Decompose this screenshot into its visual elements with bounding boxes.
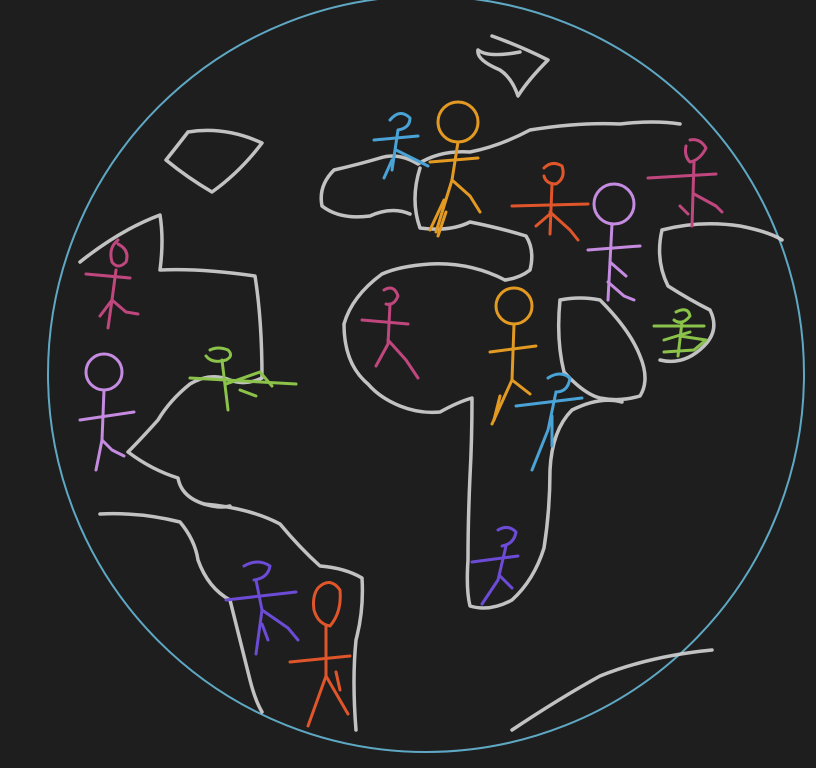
globe-outline xyxy=(47,0,805,753)
continent-central-america xyxy=(98,511,232,602)
stick-figure xyxy=(372,112,430,180)
stick-figure xyxy=(510,161,590,242)
stick-figure xyxy=(188,346,298,412)
continents xyxy=(78,34,784,732)
continent-europe-south xyxy=(413,166,534,282)
stick-figure xyxy=(586,182,642,302)
continent-greenland xyxy=(164,128,264,194)
continent-africa xyxy=(342,262,624,610)
stick-figure xyxy=(288,581,352,728)
stick-figure xyxy=(514,372,584,472)
stick-figure xyxy=(428,100,482,238)
continent-australia xyxy=(510,648,714,732)
stick-figure xyxy=(488,286,538,426)
stick-figure xyxy=(84,238,140,330)
continent-arctic-island xyxy=(476,34,550,98)
stick-figure xyxy=(652,308,708,358)
continent-europe xyxy=(319,120,682,219)
stick-figure xyxy=(224,560,300,656)
stick-figure xyxy=(470,525,520,606)
continent-north-america xyxy=(78,213,264,509)
stick-figure xyxy=(360,286,420,380)
stick-figures xyxy=(78,100,724,728)
stick-figure xyxy=(78,352,136,472)
stick-figure xyxy=(646,138,724,228)
continent-asia xyxy=(556,296,647,402)
continent-south-america xyxy=(202,502,365,732)
continent-asia-east xyxy=(657,222,784,364)
